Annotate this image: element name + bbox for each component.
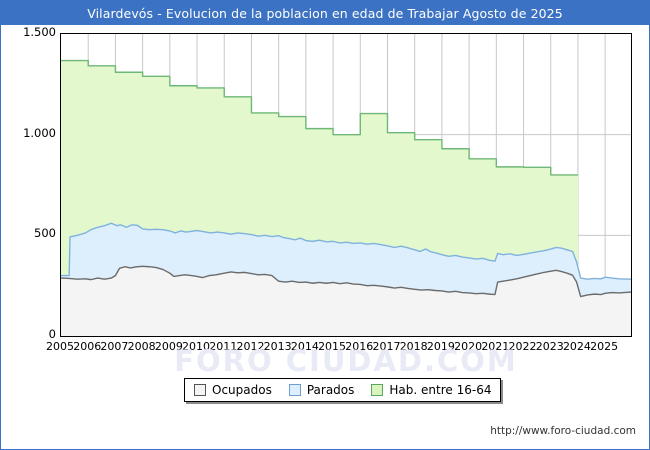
y-tick-1000: 1.000 — [23, 125, 56, 140]
legend-swatch-hab-16-64 — [371, 384, 384, 396]
x-tick-2007: 2007 — [100, 340, 129, 353]
x-tick-2018: 2018 — [399, 340, 428, 353]
legend-swatch-parados — [288, 384, 301, 396]
x-tick-2017: 2017 — [372, 340, 401, 353]
x-tick-2010: 2010 — [182, 340, 211, 353]
plot-box — [60, 33, 632, 337]
legend-label-parados: Parados — [306, 383, 355, 397]
page-title: Vilardevós - Evolucion de la poblacion e… — [87, 5, 563, 21]
legend-label-ocupados: Ocupados — [212, 383, 272, 397]
chart-canvas — [61, 34, 631, 336]
x-tick-2008: 2008 — [127, 340, 156, 353]
x-tick-2020: 2020 — [454, 340, 483, 353]
x-tick-2022: 2022 — [508, 340, 537, 353]
x-tick-2011: 2011 — [209, 340, 238, 353]
x-tick-2021: 2021 — [481, 340, 510, 353]
x-tick-2012: 2012 — [236, 340, 265, 353]
y-tick-0: 0 — [48, 327, 56, 341]
legend-swatch-ocupados — [194, 384, 206, 396]
plot-area — [60, 33, 632, 337]
x-tick-2023: 2023 — [535, 340, 564, 353]
x-tick-2005: 2005 — [46, 340, 74, 353]
x-tick-2025: 2025 — [590, 340, 619, 353]
x-tick-2013: 2013 — [263, 340, 292, 353]
x-tick-2006: 2006 — [73, 340, 102, 353]
x-tick-2019: 2019 — [426, 340, 455, 353]
legend-item-hab-16-64: Hab. entre 16-64 — [371, 383, 491, 397]
x-tick-2016: 2016 — [345, 340, 374, 353]
x-tick-2015: 2015 — [318, 340, 347, 353]
x-tick-2014: 2014 — [290, 340, 319, 353]
y-tick-1500: 1.500 — [23, 25, 56, 39]
y-tick-500: 500 — [34, 226, 56, 241]
legend-label-hab-16-64: Hab. entre 16-64 — [389, 383, 492, 397]
source-url: http://www.foro-ciudad.com — [490, 425, 636, 437]
legend-item-parados: Parados — [288, 383, 355, 397]
window-title-bar: Vilardevós - Evolucion de la poblacion e… — [1, 1, 649, 25]
x-tick-2009: 2009 — [154, 340, 183, 353]
legend-item-ocupados: Ocupados — [194, 383, 272, 397]
chart-legend: Ocupados Parados Hab. entre 16-64 — [184, 378, 502, 402]
x-tick-2024: 2024 — [562, 340, 591, 353]
